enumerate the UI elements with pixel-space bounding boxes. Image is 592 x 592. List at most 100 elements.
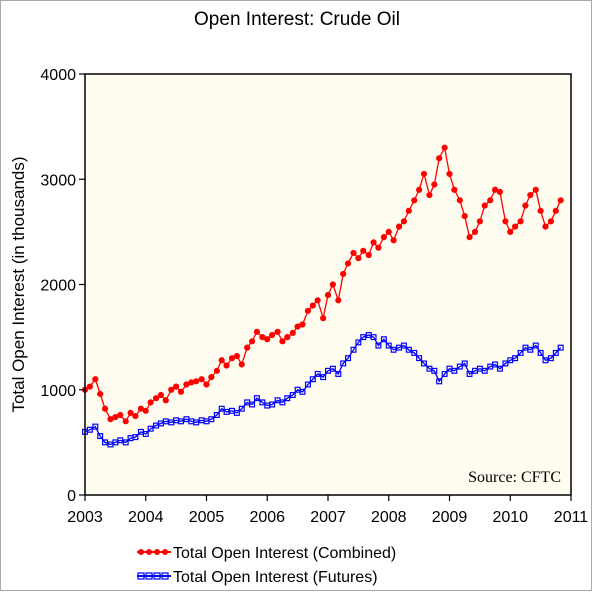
data-point bbox=[92, 376, 99, 383]
data-point bbox=[385, 228, 392, 235]
data-point bbox=[244, 344, 251, 351]
data-point bbox=[420, 170, 428, 178]
data-point bbox=[253, 395, 260, 402]
legend-marker bbox=[161, 572, 169, 580]
data-point bbox=[117, 437, 124, 444]
data-point bbox=[451, 367, 458, 374]
data-point bbox=[304, 307, 312, 314]
y-tick-label: 0 bbox=[67, 488, 76, 505]
data-point bbox=[253, 328, 261, 335]
legend-marker bbox=[146, 549, 152, 555]
y-tick-label: 1000 bbox=[40, 383, 76, 400]
data-point bbox=[360, 334, 367, 341]
data-point bbox=[426, 191, 433, 199]
data-point bbox=[345, 355, 352, 362]
data-point bbox=[441, 370, 448, 377]
data-point bbox=[324, 291, 332, 299]
data-point bbox=[542, 357, 549, 364]
legend-marker bbox=[153, 572, 161, 580]
data-point bbox=[537, 349, 544, 356]
data-point bbox=[101, 405, 109, 412]
data-point bbox=[461, 360, 468, 367]
data-point bbox=[496, 365, 503, 372]
series-1 bbox=[81, 332, 564, 448]
data-point bbox=[466, 370, 473, 377]
data-point bbox=[456, 197, 463, 204]
y-tick-label: 3000 bbox=[40, 172, 76, 189]
data-point bbox=[329, 281, 336, 288]
data-point bbox=[405, 207, 412, 214]
data-point bbox=[269, 401, 276, 408]
legend-marker bbox=[138, 549, 144, 555]
data-point bbox=[466, 234, 473, 241]
data-point bbox=[177, 388, 185, 395]
data-point bbox=[284, 334, 291, 341]
data-point bbox=[365, 251, 372, 259]
series-line bbox=[84, 334, 562, 446]
data-point bbox=[512, 355, 519, 362]
data-point bbox=[279, 338, 286, 345]
data-point bbox=[400, 218, 408, 225]
data-point bbox=[314, 297, 321, 304]
data-point bbox=[451, 186, 458, 193]
data-point bbox=[471, 228, 479, 235]
data-point bbox=[441, 144, 448, 151]
data-point bbox=[517, 218, 524, 225]
data-point bbox=[102, 439, 109, 446]
data-point bbox=[162, 418, 169, 425]
data-point bbox=[142, 407, 149, 414]
data-point bbox=[304, 381, 311, 388]
data-point bbox=[390, 237, 397, 244]
data-point bbox=[547, 218, 555, 225]
data-point bbox=[552, 349, 559, 356]
legend-marker bbox=[137, 572, 145, 580]
legend: Total Open Interest (Combined) Total Open… bbox=[137, 545, 396, 586]
data-point bbox=[269, 331, 276, 339]
data-point bbox=[446, 170, 453, 178]
data-point bbox=[400, 342, 407, 349]
data-point bbox=[223, 408, 230, 415]
data-point bbox=[299, 321, 306, 328]
data-point bbox=[142, 430, 149, 437]
data-point bbox=[314, 370, 321, 377]
data-point bbox=[320, 315, 327, 322]
data-point bbox=[390, 346, 397, 353]
data-point bbox=[289, 329, 296, 337]
data-point bbox=[380, 234, 387, 241]
plot-area bbox=[85, 74, 571, 495]
data-point bbox=[502, 360, 509, 367]
data-point bbox=[552, 207, 559, 214]
data-point bbox=[248, 338, 256, 345]
data-point bbox=[370, 334, 377, 341]
data-point bbox=[375, 244, 382, 251]
data-point bbox=[97, 390, 104, 398]
legend-label: Total Open Interest (Futures) bbox=[173, 569, 378, 586]
data-point bbox=[152, 395, 160, 402]
data-point bbox=[557, 344, 564, 351]
legend-label: Total Open Interest (Combined) bbox=[173, 545, 396, 562]
data-point bbox=[380, 336, 387, 343]
data-point bbox=[527, 191, 534, 199]
data-point bbox=[329, 365, 336, 372]
data-point bbox=[547, 355, 554, 362]
chart-title: Open Interest: Crude Oil bbox=[194, 9, 400, 30]
data-point bbox=[122, 439, 129, 446]
data-point bbox=[92, 423, 99, 430]
x-tick-label: 2007 bbox=[310, 509, 346, 526]
data-point bbox=[517, 349, 524, 356]
data-point bbox=[411, 197, 418, 204]
legend-item-0: Total Open Interest (Combined) bbox=[137, 545, 396, 562]
data-point bbox=[344, 260, 352, 267]
data-point bbox=[537, 207, 544, 214]
data-point bbox=[168, 386, 175, 393]
data-point bbox=[259, 399, 266, 406]
x-tick-label: 2006 bbox=[249, 509, 285, 526]
data-point bbox=[132, 412, 139, 420]
series-0 bbox=[81, 144, 564, 425]
data-point bbox=[299, 388, 306, 395]
x-tick-label: 2010 bbox=[492, 509, 528, 526]
data-point bbox=[476, 218, 483, 225]
legend-marker bbox=[154, 549, 160, 555]
